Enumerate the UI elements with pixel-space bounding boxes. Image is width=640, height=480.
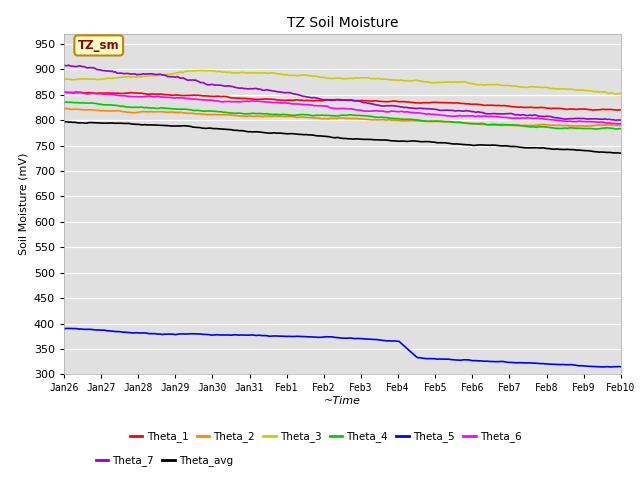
Theta_7 xyxy=(303,94,311,100)
Theta_7 xyxy=(244,86,252,92)
Theta_1 xyxy=(617,107,625,113)
Theta_3 xyxy=(588,88,595,94)
Legend: Theta_7, Theta_avg: Theta_7, Theta_avg xyxy=(92,451,237,470)
Theta_2 xyxy=(63,106,71,111)
Theta_7 xyxy=(254,86,262,92)
Theta_3 xyxy=(129,74,136,80)
Theta_5 xyxy=(607,364,615,370)
Theta_avg xyxy=(226,127,234,132)
Theta_avg xyxy=(303,132,311,138)
Theta_2 xyxy=(246,113,254,119)
Theta_5 xyxy=(617,364,625,370)
Theta_2 xyxy=(130,110,138,116)
Theta_4 xyxy=(63,99,71,105)
Line: Theta_7: Theta_7 xyxy=(64,65,621,120)
Theta_1 xyxy=(228,95,236,101)
Text: TZ_sm: TZ_sm xyxy=(78,39,120,52)
Theta_avg xyxy=(617,150,625,156)
Theta_4 xyxy=(130,105,138,110)
Line: Theta_6: Theta_6 xyxy=(64,92,621,124)
Theta_1 xyxy=(246,96,254,102)
Theta_avg xyxy=(244,129,252,135)
Theta_5 xyxy=(228,332,236,338)
Theta_2 xyxy=(228,112,236,118)
Theta_2 xyxy=(589,123,596,129)
Theta_4 xyxy=(591,126,598,132)
Line: Theta_avg: Theta_avg xyxy=(64,121,621,153)
Theta_6 xyxy=(244,98,252,104)
Theta_7 xyxy=(226,84,234,89)
Theta_5 xyxy=(65,325,72,331)
Theta_1 xyxy=(305,97,313,103)
Theta_4 xyxy=(60,99,68,105)
Theta_1 xyxy=(60,89,68,95)
Theta_6 xyxy=(129,94,136,99)
Theta_4 xyxy=(305,112,313,118)
Theta_1 xyxy=(255,96,263,102)
Theta_3 xyxy=(198,68,206,73)
Theta_5 xyxy=(255,332,263,338)
Theta_5 xyxy=(246,332,254,338)
Theta_5 xyxy=(305,334,313,340)
Line: Theta_1: Theta_1 xyxy=(64,92,621,110)
Theta_2 xyxy=(617,122,625,128)
Theta_4 xyxy=(588,126,595,132)
Theta_1 xyxy=(72,89,80,95)
Theta_6 xyxy=(226,98,234,104)
Theta_1 xyxy=(588,107,595,113)
Theta_3 xyxy=(255,70,263,76)
Line: Theta_2: Theta_2 xyxy=(64,108,621,126)
Line: Theta_4: Theta_4 xyxy=(64,102,621,129)
Theta_avg xyxy=(586,148,594,154)
Theta_5 xyxy=(60,326,68,332)
Theta_6 xyxy=(586,119,594,124)
Theta_3 xyxy=(611,91,618,97)
Theta_4 xyxy=(617,126,625,132)
Theta_7 xyxy=(586,116,594,122)
Theta_6 xyxy=(254,98,262,104)
Theta_3 xyxy=(305,72,313,78)
Theta_7 xyxy=(617,117,625,123)
Theta_6 xyxy=(60,89,68,95)
Theta_2 xyxy=(255,113,263,119)
Theta_3 xyxy=(617,91,625,96)
Theta_7 xyxy=(612,118,620,123)
Theta_7 xyxy=(129,71,136,77)
Theta_6 xyxy=(303,102,311,108)
Theta_avg xyxy=(129,121,136,127)
Line: Theta_5: Theta_5 xyxy=(64,328,621,367)
Theta_6 xyxy=(614,121,621,127)
Theta_3 xyxy=(60,76,68,82)
Y-axis label: Soil Moisture (mV): Soil Moisture (mV) xyxy=(19,153,28,255)
Theta_avg xyxy=(60,119,68,124)
Theta_5 xyxy=(588,363,595,369)
Theta_7 xyxy=(60,62,68,68)
Title: TZ Soil Moisture: TZ Soil Moisture xyxy=(287,16,398,30)
X-axis label: ~Time: ~Time xyxy=(324,396,361,406)
Theta_2 xyxy=(573,123,581,129)
Theta_2 xyxy=(305,115,313,120)
Theta_4 xyxy=(255,110,263,116)
Theta_4 xyxy=(246,111,254,117)
Theta_2 xyxy=(60,106,68,112)
Theta_avg xyxy=(254,129,262,135)
Theta_1 xyxy=(130,90,138,96)
Theta_3 xyxy=(228,70,236,76)
Line: Theta_3: Theta_3 xyxy=(64,71,621,94)
Theta_1 xyxy=(589,108,596,113)
Theta_4 xyxy=(228,110,236,116)
Theta_3 xyxy=(246,70,254,76)
Theta_6 xyxy=(617,121,625,127)
Theta_5 xyxy=(130,330,138,336)
